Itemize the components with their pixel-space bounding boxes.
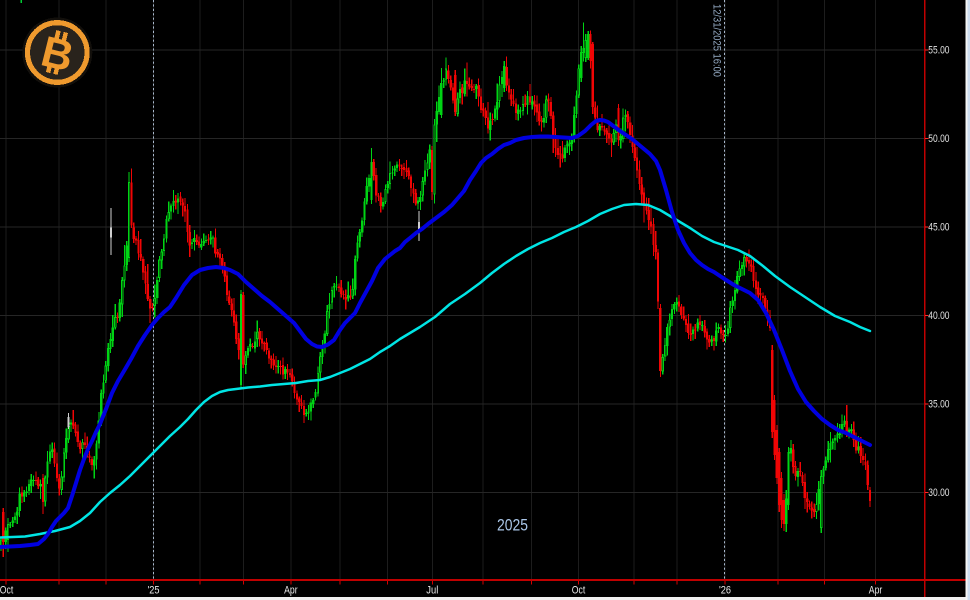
svg-text:50.00: 50.00	[928, 133, 949, 145]
svg-text:'25: '25	[148, 585, 160, 597]
svg-text:Apr: Apr	[284, 585, 298, 597]
svg-text:12/31/2025 16:00: 12/31/2025 16:00	[711, 4, 723, 77]
svg-text:55.00: 55.00	[928, 44, 949, 56]
svg-text:45.00: 45.00	[928, 221, 949, 233]
svg-text:Apr: Apr	[869, 585, 883, 597]
svg-text:30.00: 30.00	[928, 487, 949, 499]
svg-text:35.00: 35.00	[928, 398, 949, 410]
svg-text:2025: 2025	[497, 516, 528, 535]
svg-text:40.00: 40.00	[928, 310, 949, 322]
svg-text:Oct: Oct	[572, 585, 586, 597]
svg-text:'26: '26	[719, 585, 731, 597]
svg-text:Jul: Jul	[426, 585, 438, 597]
svg-text:Oct: Oct	[0, 585, 13, 597]
